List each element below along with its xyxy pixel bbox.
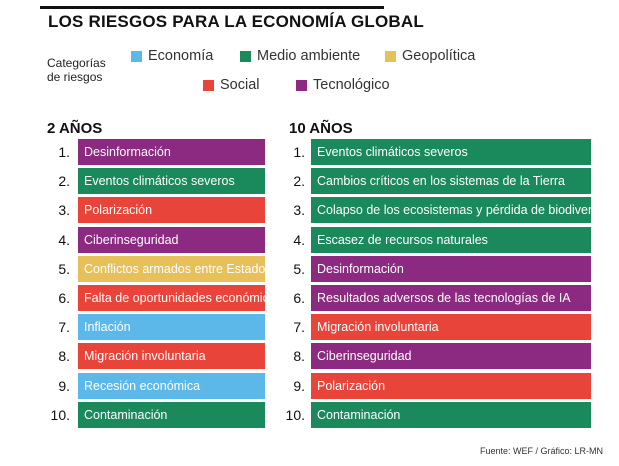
legend-item-economia: Economía	[131, 48, 213, 64]
legend-item-geopolitica: Geopolítica	[385, 48, 475, 64]
legend-item-label: Geopolítica	[402, 48, 476, 64]
source-note: Fuente: WEF / Gráfico: LR-MN	[479, 446, 603, 456]
risk-bar: Recesión económica	[78, 373, 265, 399]
legend-item-label: Medio ambiente	[257, 48, 361, 64]
rank-number: 6.	[58, 290, 70, 306]
legend-swatch	[203, 79, 214, 91]
rank-number: 7.	[58, 319, 70, 335]
rank-number: 10.	[285, 407, 305, 423]
legend-item-label: Tecnológico	[313, 77, 390, 93]
risk-bar: Cambios críticos en los sistemas de la T…	[311, 168, 591, 194]
legend-item-tecnologico: Tecnológico	[296, 77, 390, 93]
legend-item-label: Economía	[148, 48, 214, 64]
risk-bar: Inflación	[78, 314, 265, 340]
risk-bar: Contaminación	[78, 402, 265, 428]
legend-swatch	[240, 50, 251, 62]
rank-number: 1.	[293, 144, 305, 160]
legend-swatch	[296, 79, 307, 91]
rank-number: 8.	[293, 348, 305, 364]
risk-bar: Falta de oportunidades económicas	[78, 285, 265, 311]
risk-bar: Migración involuntaria	[311, 314, 591, 340]
legend-label: Categorías de riesgos	[47, 56, 106, 84]
rank-number: 2.	[293, 173, 305, 189]
legend-item-medio-ambiente: Medio ambiente	[240, 48, 360, 64]
rank-number: 4.	[58, 232, 70, 248]
column-heading-2-anos: 2 AÑOS	[47, 120, 103, 137]
risk-bar: Colapso de los ecosistemas y pérdida de …	[311, 197, 591, 223]
rank-number: 1.	[58, 144, 70, 160]
risk-bar: Ciberinseguridad	[311, 343, 591, 369]
legend-item-label: Social	[220, 77, 260, 93]
risk-bar: Eventos climáticos severos	[311, 139, 591, 165]
column-heading-10-anos: 10 AÑOS	[289, 120, 353, 137]
risk-bar: Polarización	[311, 373, 591, 399]
rank-number: 4.	[293, 232, 305, 248]
risk-bar: Eventos climáticos severos	[78, 168, 265, 194]
rank-number: 2.	[58, 173, 70, 189]
legend-label-line1: Categorías	[47, 56, 106, 70]
rank-number: 6.	[293, 290, 305, 306]
chart-title: LOS RIESGOS PARA LA ECONOMÍA GLOBAL	[48, 12, 424, 31]
rank-number: 9.	[293, 378, 305, 394]
legend-swatch	[385, 50, 396, 62]
rank-number: 10.	[50, 407, 70, 423]
legend-swatch	[131, 50, 142, 62]
risk-bar: Migración involuntaria	[78, 343, 265, 369]
rank-number: 3.	[58, 202, 70, 218]
risk-bar: Resultados adversos de las tecnologías d…	[311, 285, 591, 311]
legend-item-social: Social	[203, 77, 260, 93]
risk-bar: Contaminación	[311, 402, 591, 428]
title-rule	[40, 6, 384, 9]
rank-number: 7.	[293, 319, 305, 335]
rank-number: 5.	[58, 261, 70, 277]
risk-bar: Conflictos armados entre Estados	[78, 256, 265, 282]
risk-bar: Ciberinseguridad	[78, 227, 265, 253]
rank-number: 5.	[293, 261, 305, 277]
rank-number: 8.	[58, 348, 70, 364]
risk-bar: Polarización	[78, 197, 265, 223]
legend-label-line2: de riesgos	[47, 70, 103, 84]
risk-bar: Escasez de recursos naturales	[311, 227, 591, 253]
rank-number: 3.	[293, 202, 305, 218]
risk-bar: Desinformación	[311, 256, 591, 282]
rank-number: 9.	[58, 378, 70, 394]
risk-bar: Desinformación	[78, 139, 265, 165]
